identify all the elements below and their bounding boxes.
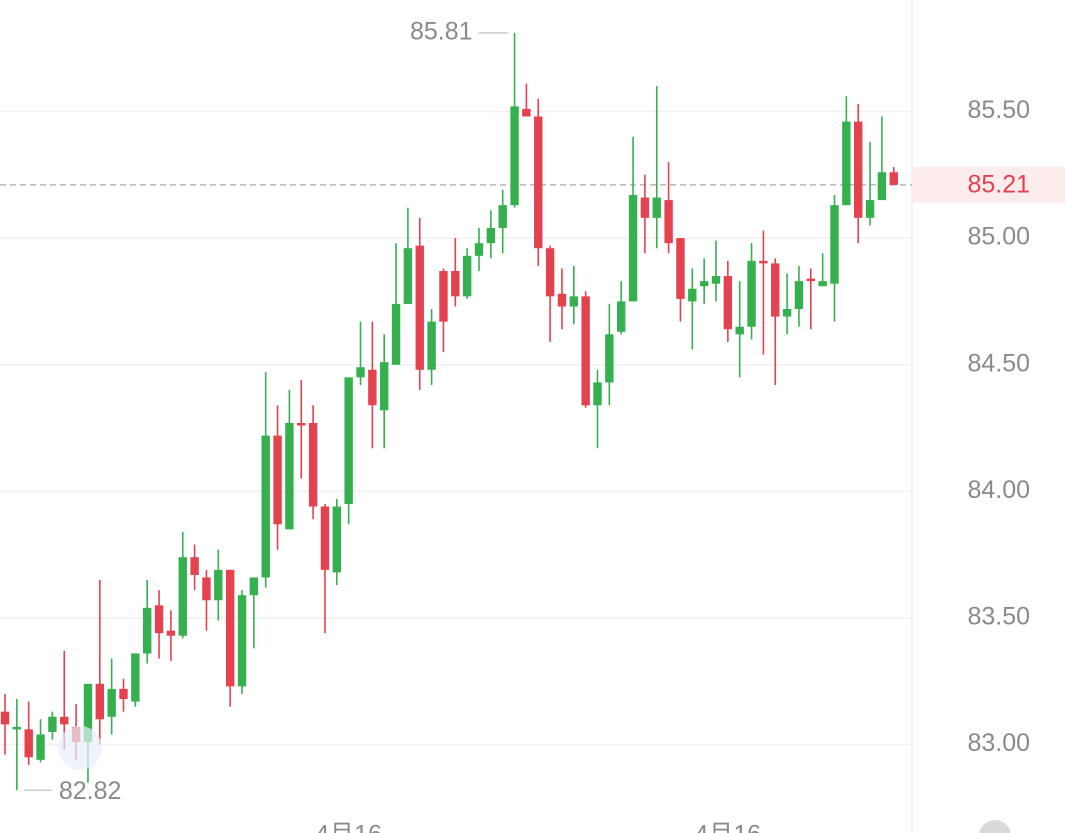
candle-body	[308, 422, 318, 507]
candle-body	[451, 271, 460, 297]
candle-body	[759, 260, 768, 264]
candle-body	[107, 688, 116, 717]
candle-body	[842, 121, 851, 206]
candle-body	[462, 255, 472, 297]
candle-body	[403, 248, 413, 304]
candle-body	[794, 281, 804, 309]
candle-body	[806, 278, 815, 282]
candle-body	[688, 288, 697, 302]
candle-body	[711, 276, 721, 284]
max-label: 85.81	[410, 18, 473, 46]
candle-body	[771, 263, 780, 317]
candle-body	[699, 281, 709, 287]
candle-body	[640, 197, 650, 218]
min-label: 82.82	[59, 777, 122, 805]
candle-body	[474, 243, 484, 256]
candle-body	[877, 172, 887, 201]
candle-body	[261, 435, 270, 578]
candle-body	[95, 683, 104, 720]
candle-body	[24, 729, 33, 758]
y-tick-label: 83.00	[967, 729, 1030, 757]
candle-body	[510, 106, 519, 206]
candle-body	[178, 557, 187, 636]
candle-body	[225, 569, 235, 687]
candle-body	[415, 245, 424, 370]
candle-body	[652, 197, 661, 218]
candle-body	[391, 303, 401, 365]
watermark-icon	[58, 726, 102, 770]
candle-body	[154, 605, 164, 634]
candle-body	[297, 422, 306, 426]
candle-body	[439, 271, 448, 322]
candle-body	[486, 227, 496, 244]
x-tick-label: 4月16	[315, 821, 382, 833]
y-tick-label: 83.50	[967, 603, 1030, 631]
candle-body	[12, 726, 22, 730]
candle-body	[498, 205, 507, 228]
candle-body	[557, 293, 567, 307]
last-price-label: 85.21	[967, 170, 1030, 198]
candle-body	[723, 276, 733, 330]
candle-body	[854, 121, 863, 218]
y-tick-label: 85.00	[967, 223, 1030, 251]
candle-body	[344, 377, 353, 505]
candle-body	[569, 296, 578, 307]
candle-body	[332, 506, 341, 573]
scroll-button	[979, 820, 1011, 833]
candle-body	[617, 301, 626, 332]
candle-body	[285, 422, 294, 530]
candle-body	[534, 116, 543, 249]
candle-body	[782, 308, 792, 317]
x-tick-label: 4月16	[694, 821, 761, 833]
candle-body	[166, 630, 176, 636]
candle-body	[605, 334, 614, 383]
candle-body	[522, 108, 531, 117]
candle-body	[0, 711, 10, 725]
candle-body	[593, 382, 602, 406]
candle-body	[628, 195, 638, 302]
y-tick-label: 84.00	[967, 476, 1030, 504]
candle-body	[60, 716, 69, 725]
last-price-box	[912, 166, 1065, 203]
candle-body	[581, 296, 590, 406]
candle-body	[664, 200, 673, 244]
candle-body	[273, 435, 282, 525]
candle-body	[735, 326, 744, 335]
candle-body	[889, 172, 898, 185]
candle-body	[320, 506, 330, 570]
candle-body	[36, 734, 45, 760]
candle-body	[48, 716, 57, 732]
candle-body	[747, 260, 756, 327]
candle-body	[143, 607, 152, 654]
candle-body	[368, 369, 377, 406]
y-tick-label: 84.50	[967, 349, 1030, 377]
candle-body	[83, 683, 93, 743]
candle-body	[119, 688, 128, 700]
candle-body	[818, 281, 827, 287]
candle-body	[427, 321, 436, 370]
candle-body	[214, 569, 223, 601]
candle-body	[380, 362, 389, 411]
candle-body	[676, 238, 685, 299]
candle-body	[202, 577, 211, 601]
candle-body	[865, 200, 875, 218]
candle-body	[830, 205, 839, 284]
y-tick-label: 85.50	[967, 96, 1030, 124]
candle-body	[237, 595, 247, 687]
candle-body	[356, 367, 365, 378]
candle-body	[545, 248, 555, 297]
candle-body	[131, 653, 140, 702]
candle-body	[249, 577, 259, 596]
candle-body	[190, 557, 199, 575]
